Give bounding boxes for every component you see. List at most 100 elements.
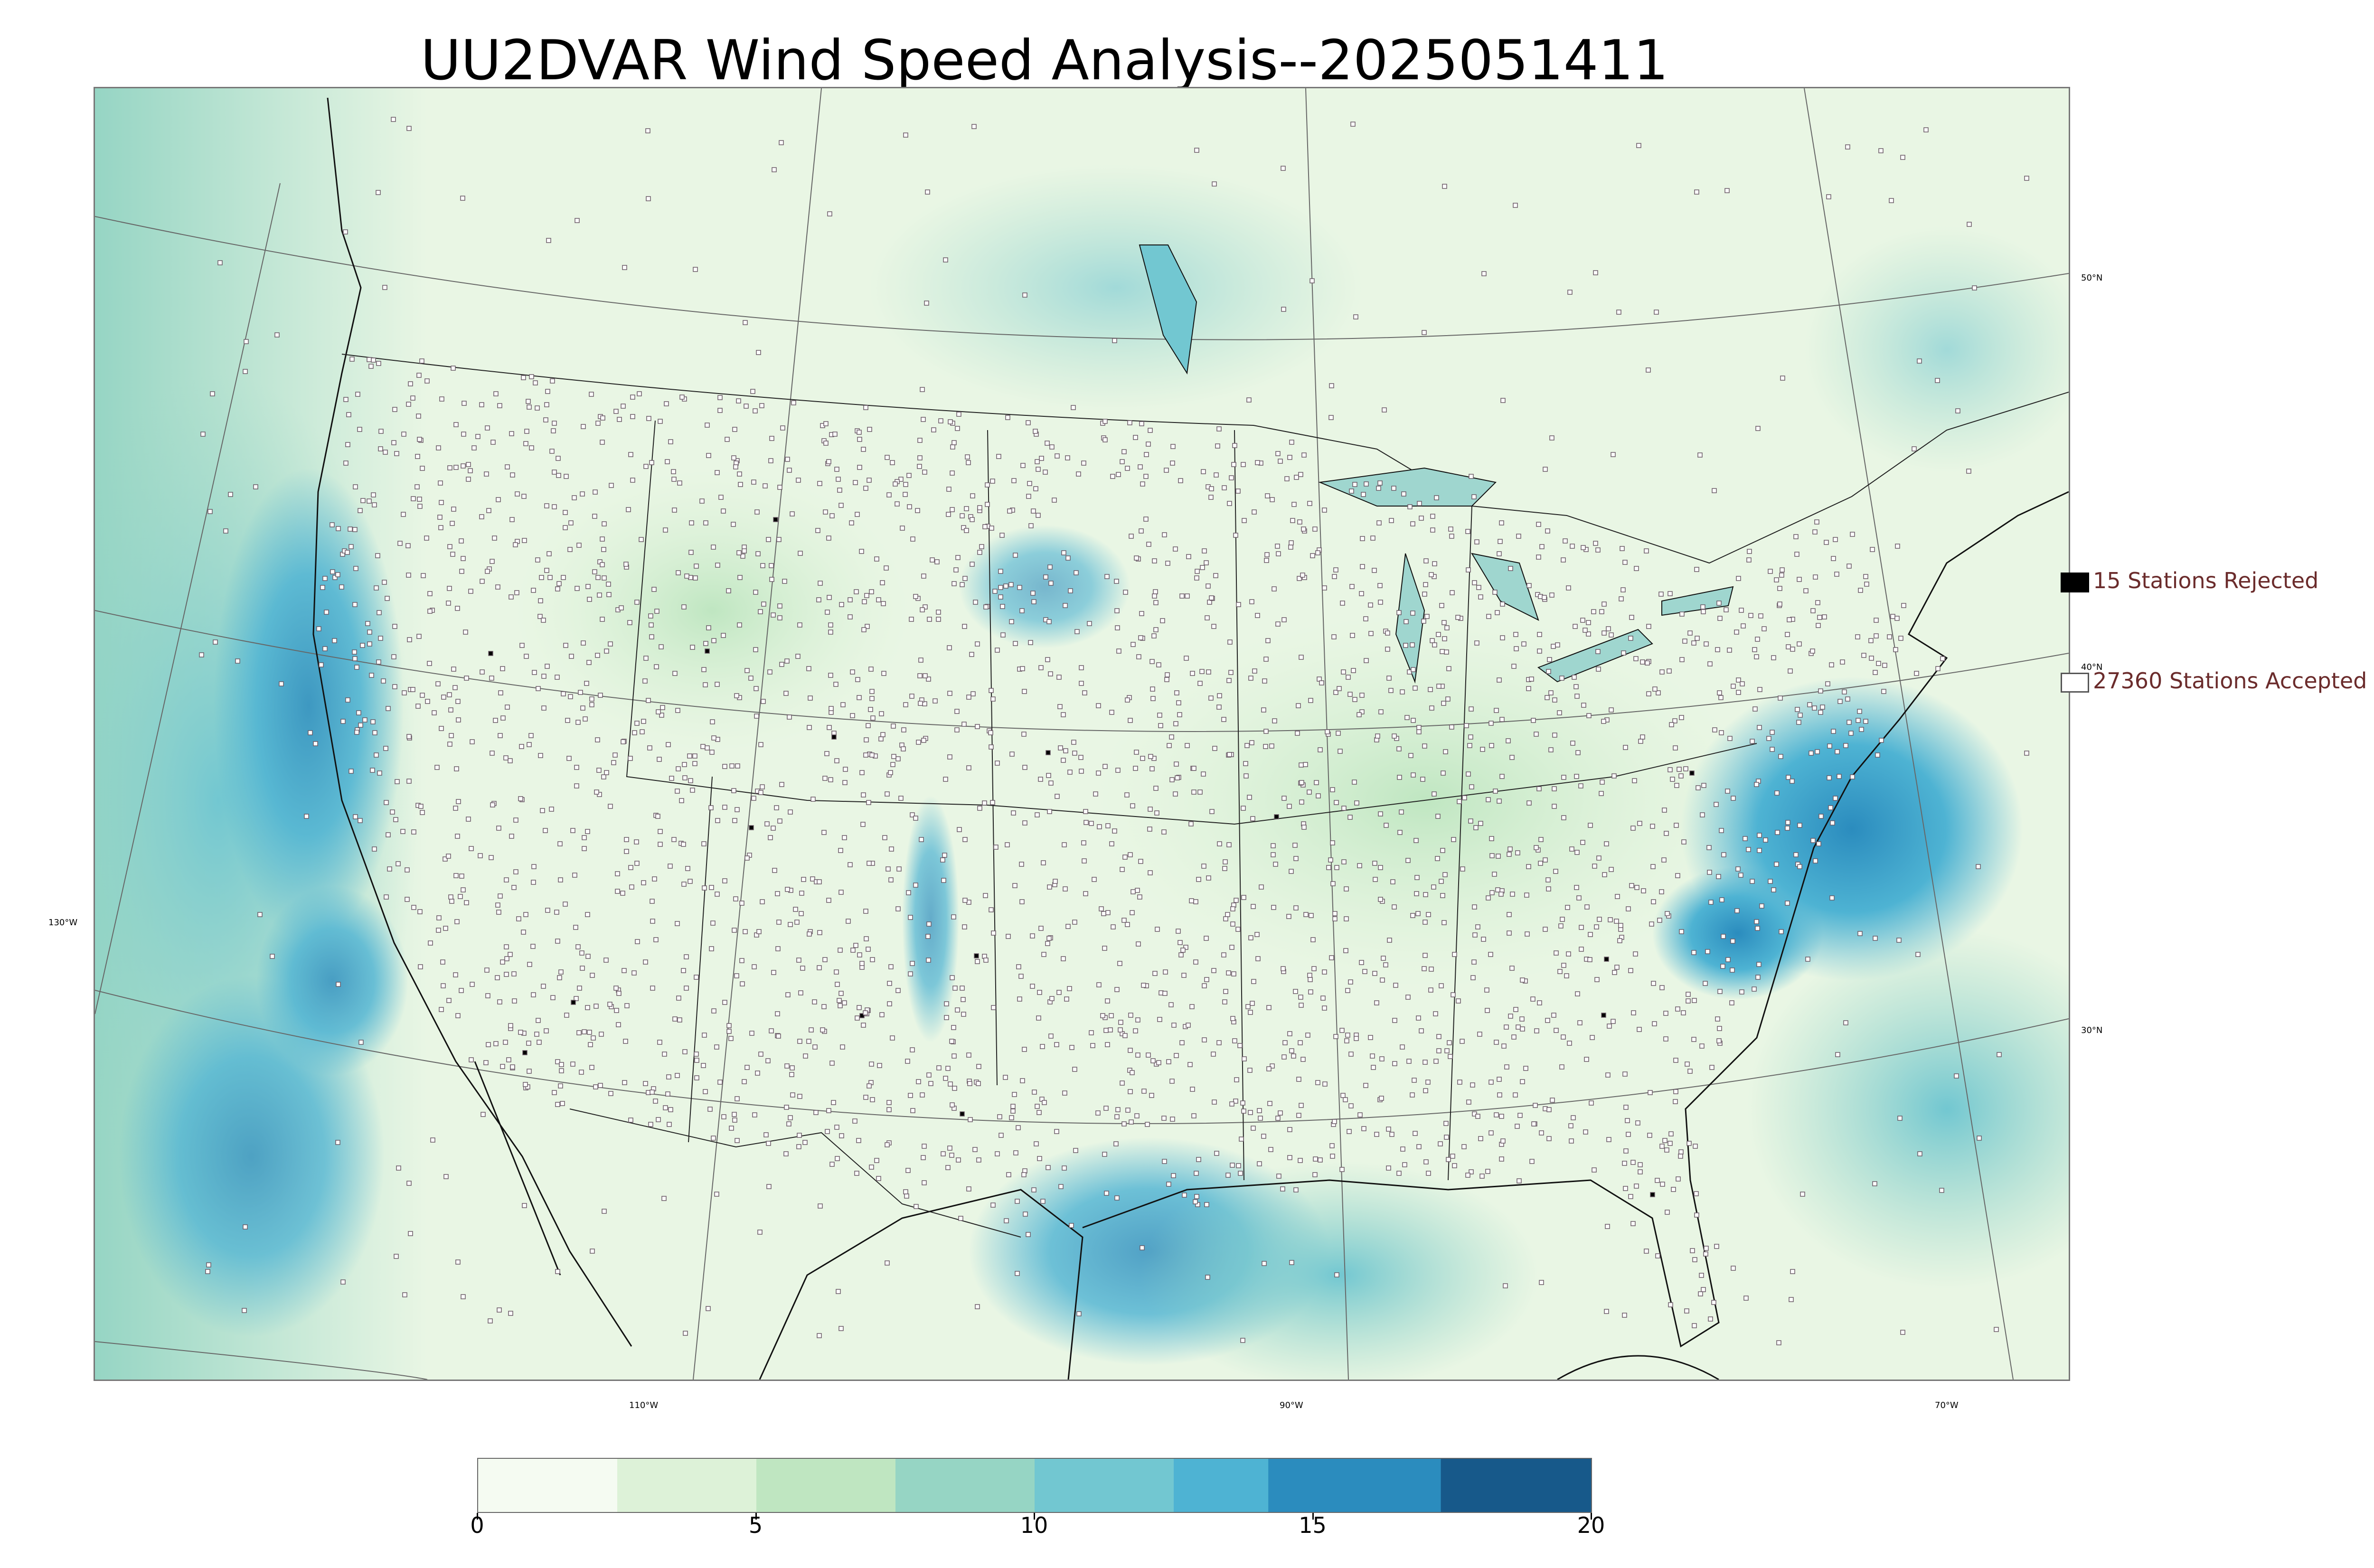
station-marker xyxy=(504,944,509,949)
station-marker xyxy=(1194,575,1199,581)
station-marker xyxy=(1352,697,1357,702)
station-marker xyxy=(450,521,455,526)
station-marker xyxy=(1186,1023,1191,1028)
station-marker xyxy=(637,391,642,396)
station-marker xyxy=(722,805,727,810)
station-marker xyxy=(1597,917,1602,922)
station-marker xyxy=(922,1180,927,1185)
station-marker xyxy=(1675,1006,1680,1012)
station-marker xyxy=(1856,718,1861,723)
station-marker xyxy=(353,814,358,819)
station-marker xyxy=(1543,857,1548,863)
station-marker xyxy=(585,1005,590,1010)
station-marker xyxy=(1730,939,1735,944)
station-marker xyxy=(604,648,609,654)
station-marker xyxy=(210,391,215,396)
station-marker xyxy=(510,1064,515,1070)
station-marker xyxy=(1466,771,1471,777)
station-marker xyxy=(1064,996,1069,1002)
station-marker xyxy=(758,609,763,614)
mexico-us-border xyxy=(569,1108,1021,1238)
station-marker xyxy=(386,706,391,711)
station-marker xyxy=(954,709,960,714)
station-marker xyxy=(671,837,677,842)
station-marker xyxy=(1966,469,1971,474)
station-marker xyxy=(917,464,922,469)
station-marker xyxy=(857,437,862,442)
station-marker xyxy=(1071,740,1076,745)
station-marker xyxy=(831,734,837,740)
station-marker xyxy=(660,705,665,710)
station-marker xyxy=(863,1095,868,1100)
station-marker xyxy=(1499,520,1504,526)
station-marker xyxy=(1016,964,1021,969)
station-marker xyxy=(1620,546,1625,551)
station-marker xyxy=(1293,989,1298,994)
station-marker xyxy=(1775,830,1780,835)
station-marker xyxy=(1046,936,1052,941)
station-marker xyxy=(1089,1030,1094,1035)
station-marker xyxy=(1068,588,1073,593)
station-marker xyxy=(976,1157,981,1163)
station-marker xyxy=(1287,1031,1292,1036)
station-marker xyxy=(1156,1060,1161,1065)
station-marker xyxy=(456,717,461,723)
station-marker xyxy=(757,1230,763,1235)
station-marker xyxy=(1413,838,1419,843)
station-marker xyxy=(565,718,570,723)
station-marker xyxy=(1500,398,1506,403)
station-marker xyxy=(1691,640,1696,646)
station-marker xyxy=(376,190,381,195)
station-marker xyxy=(737,622,742,628)
station-marker xyxy=(595,737,600,742)
station-marker xyxy=(552,504,557,509)
station-marker xyxy=(1267,1101,1272,1106)
station-marker xyxy=(1307,789,1312,795)
station-marker xyxy=(777,818,782,824)
station-marker xyxy=(1874,633,1879,638)
station-marker xyxy=(1202,983,1207,988)
station-marker xyxy=(391,440,396,445)
station-marker xyxy=(990,1202,996,1208)
station-marker xyxy=(522,1203,527,1208)
station-marker xyxy=(549,807,554,812)
station-marker xyxy=(1754,919,1759,924)
station-marker xyxy=(1264,552,1270,557)
station-marker xyxy=(815,528,820,533)
station-marker xyxy=(1045,441,1050,446)
station-marker xyxy=(606,592,612,597)
station-marker xyxy=(1423,558,1429,563)
station-marker xyxy=(1397,775,1402,780)
station-marker xyxy=(622,265,627,270)
station-marker xyxy=(500,1064,505,1069)
station-marker xyxy=(1129,1119,1134,1125)
station-marker xyxy=(1419,1028,1424,1033)
station-marker xyxy=(1537,632,1542,637)
station-marker xyxy=(850,669,855,675)
station-marker xyxy=(1428,987,1433,993)
station-marker xyxy=(643,464,649,469)
station-marker xyxy=(575,944,581,949)
station-marker xyxy=(803,1053,808,1059)
station-marker xyxy=(857,695,862,700)
station-marker xyxy=(1268,1147,1273,1152)
station-marker xyxy=(728,1036,734,1041)
station-marker xyxy=(1790,779,1795,784)
station-marker xyxy=(1632,778,1637,783)
station-marker xyxy=(960,513,965,518)
station-marker xyxy=(1546,1136,1552,1141)
station-marker xyxy=(628,865,633,870)
station-marker xyxy=(1497,677,1502,683)
station-marker xyxy=(1281,166,1286,171)
station-marker xyxy=(759,403,764,408)
station-marker xyxy=(708,805,714,810)
station-marker xyxy=(1700,604,1705,610)
station-marker xyxy=(1673,1099,1678,1104)
station-marker xyxy=(1373,877,1378,882)
station-marker xyxy=(1257,1108,1262,1113)
station-marker xyxy=(1606,1137,1611,1142)
station-marker xyxy=(1812,529,1818,535)
station-marker xyxy=(1046,619,1052,624)
station-marker xyxy=(834,467,839,472)
station-marker xyxy=(1914,671,1919,676)
